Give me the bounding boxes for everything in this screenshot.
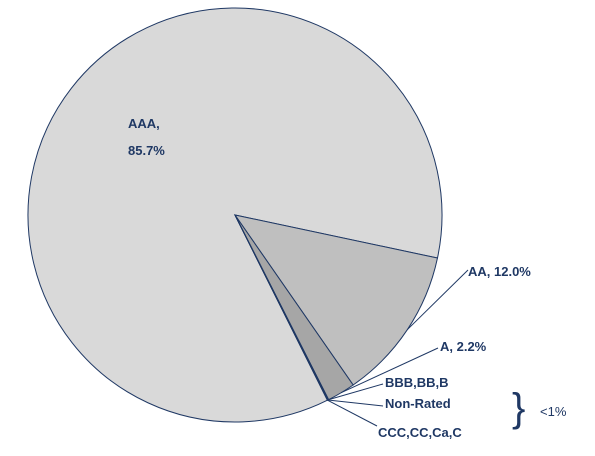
data-label: Non-Rated	[385, 396, 451, 411]
data-label: AAA, 85.7%	[128, 116, 165, 158]
data-label: BBB,BB,B	[385, 375, 449, 390]
leader-line	[328, 383, 384, 401]
data-label: A, 2.2%	[440, 339, 487, 354]
data-label: AA, 12.0%	[468, 264, 531, 279]
leader-line	[327, 399, 378, 427]
brace: }	[512, 386, 526, 430]
leader-line	[407, 269, 469, 330]
leader-line	[340, 347, 439, 394]
leader-line	[327, 399, 384, 407]
data-label: CCC,CC,Ca,C	[378, 425, 462, 440]
annotation: <1%	[540, 404, 567, 419]
